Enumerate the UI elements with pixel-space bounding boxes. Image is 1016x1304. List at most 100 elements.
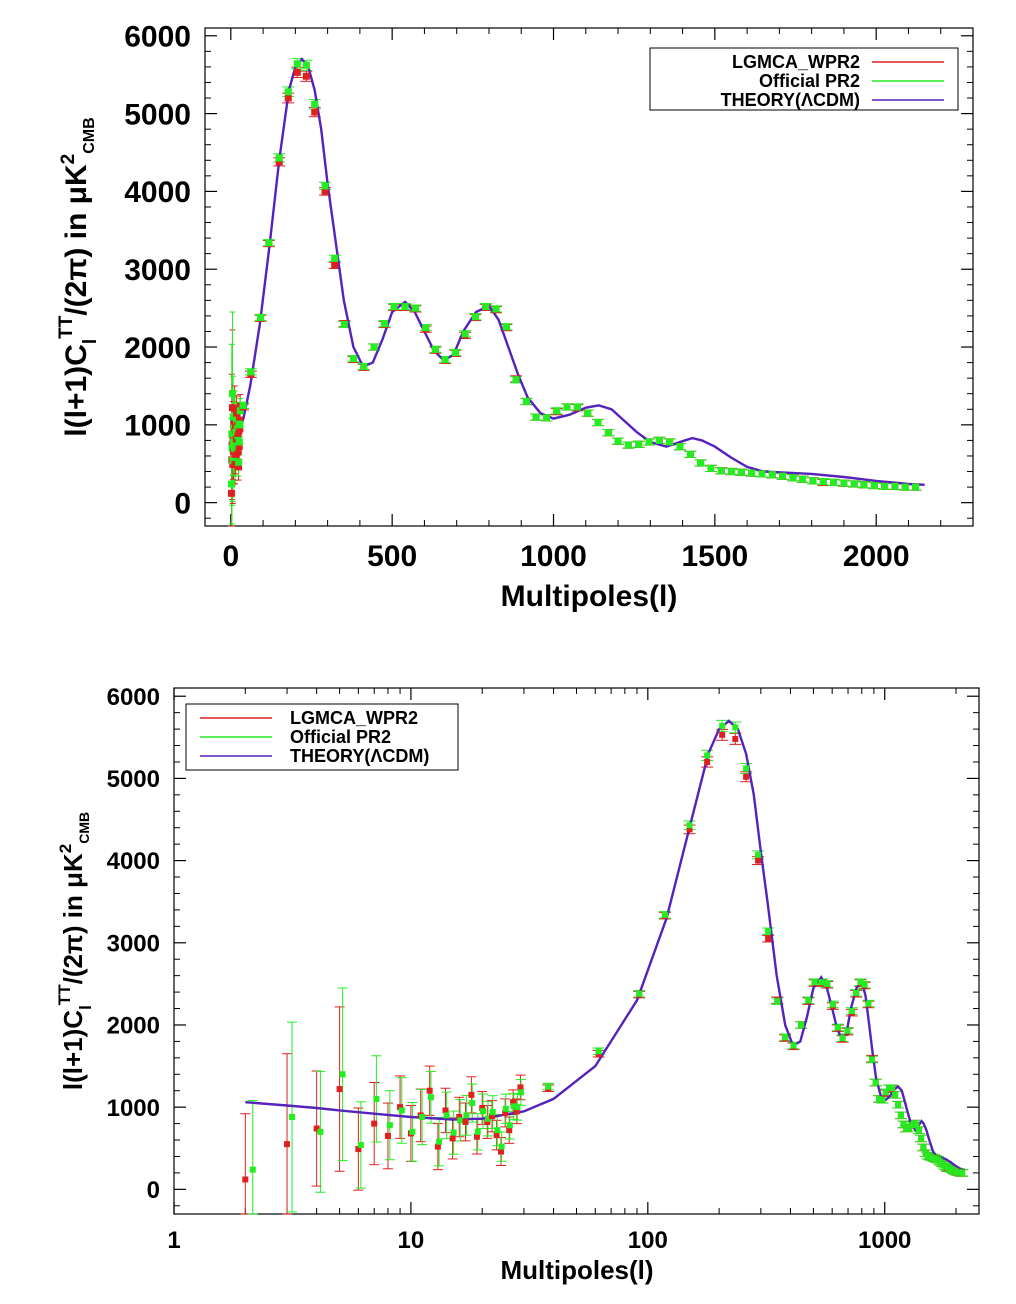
bottom-official-point [811,979,818,986]
top-official-point [748,469,756,477]
top-official-point [239,401,247,409]
top-lgmca-point [302,72,310,80]
bottom-official-point [765,928,772,935]
bottom-official-point [719,722,726,729]
bottom-official-point [357,1141,364,1148]
top-official-point [275,154,283,162]
bottom-official-point [545,1083,552,1090]
bottom-lgmca-point [497,1148,504,1155]
bottom-official-point [517,1089,524,1096]
bottom-lgmca-point [468,1091,475,1098]
bottom-official-point [427,1094,434,1101]
bottom-legend-label: LGMCA_WPR2 [290,708,418,728]
top-official-point [728,468,736,476]
top-official-point [228,480,236,488]
bottom-lgmca-point [479,1104,486,1111]
top-legend-label: Official PR2 [759,71,860,91]
top-ytick-label: 2000 [124,332,191,365]
bottom-official-point [848,1007,855,1014]
top-xtick-label: 1000 [520,540,587,573]
bottom-official-point [595,1048,602,1055]
top-xtick-label: 2000 [843,540,910,573]
bottom-ytick-label: 6000 [107,684,160,711]
bottom-official-point [872,1079,879,1086]
bottom-official-point [885,1085,892,1092]
bottom-official-point [834,1024,841,1031]
bottom-official-point [398,1107,405,1114]
bottom-official-point [844,1027,851,1034]
top-official-point [686,450,694,458]
bottom-lgmca-point [765,935,772,942]
bottom-official-point [897,1112,904,1119]
top-lgmca-point [236,416,244,424]
bottom-lgmca-point [502,1109,509,1116]
bottom-official-point [879,1096,886,1103]
bottom-official-point [869,1056,876,1063]
bottom-official-point [479,1108,486,1115]
top-legend-label: THEORY(ΛCDM) [721,90,860,110]
top-official-point [624,441,632,449]
top-official-point [422,324,430,332]
bottom-official-point [959,1169,966,1176]
bottom-official-point [506,1122,513,1129]
top-official-point [584,409,592,417]
top-official-point [471,313,479,321]
bottom-official-point [636,990,643,997]
top-xtick-label: 500 [367,540,417,573]
bottom-ytick-label: 4000 [107,848,160,875]
top-x-axis-label: Multipoles(l) [501,580,678,613]
top-y-axis-label: l(l+1)ClTT/(2π) in μK2CMB [56,117,101,436]
top-official-point [594,419,602,427]
bottom-lgmca-point [384,1132,391,1139]
bottom-official-point [732,724,739,731]
bottom-lgmca-point [513,1108,520,1115]
bottom-official-point [915,1127,922,1134]
top-ytick-label: 0 [174,487,191,520]
bottom-ytick-label: 0 [147,1177,160,1204]
top-ytick-label: 6000 [124,21,191,54]
bottom-official-point [895,1101,902,1108]
top-lgmca-point [235,463,243,471]
top-official-point [441,355,449,363]
bottom-lgmca-point [434,1143,441,1150]
bottom-official-point [457,1117,464,1124]
top-plot-frame [204,27,974,527]
top-panel-linear: 0 1000 2000 3000 4000 5000 6000 0 500 1000 1500 200… [56,21,974,613]
top-official-point [512,376,520,384]
top-official-point [697,459,705,467]
top-official-point [758,470,766,478]
bottom-official-point [436,1138,443,1145]
top-lgmca-point [234,447,242,455]
top-lgmca-point [231,405,239,413]
top-official-point [655,436,663,444]
top-official-point [542,414,550,422]
top-official-point [360,362,368,370]
top-official-point [235,458,243,466]
bottom-official-point [857,979,864,986]
bottom-lgmca-point [755,857,762,864]
top-official-point [293,60,301,68]
bottom-lgmca-point [473,1133,480,1140]
bottom-official-point [865,1000,872,1007]
bottom-lgmca-point [355,1146,362,1153]
bottom-official-point [484,1115,491,1122]
bottom-official-point [755,851,762,858]
bottom-official-point [443,1112,450,1119]
bottom-official-point [469,1100,476,1107]
bottom-official-point [704,752,711,759]
top-official-point [666,438,674,446]
top-official-point [860,481,868,489]
top-official-point [891,482,899,490]
top-official-point [789,474,797,482]
svg-text:l(l+1)ClTT/(2π) in μK2CMB: l(l+1)ClTT/(2π) in μK2CMB [55,812,95,1090]
top-official-point [411,304,419,312]
bottom-lgmca-point [493,1132,500,1139]
bottom-official-point [805,997,812,1004]
bottom-lgmca-point [704,758,711,765]
top-official-point [635,440,643,448]
bottom-lgmca-point [719,731,726,738]
top-official-point [451,348,459,356]
bottom-official-point [829,1001,836,1008]
bottom-lgmca-point [484,1118,491,1125]
